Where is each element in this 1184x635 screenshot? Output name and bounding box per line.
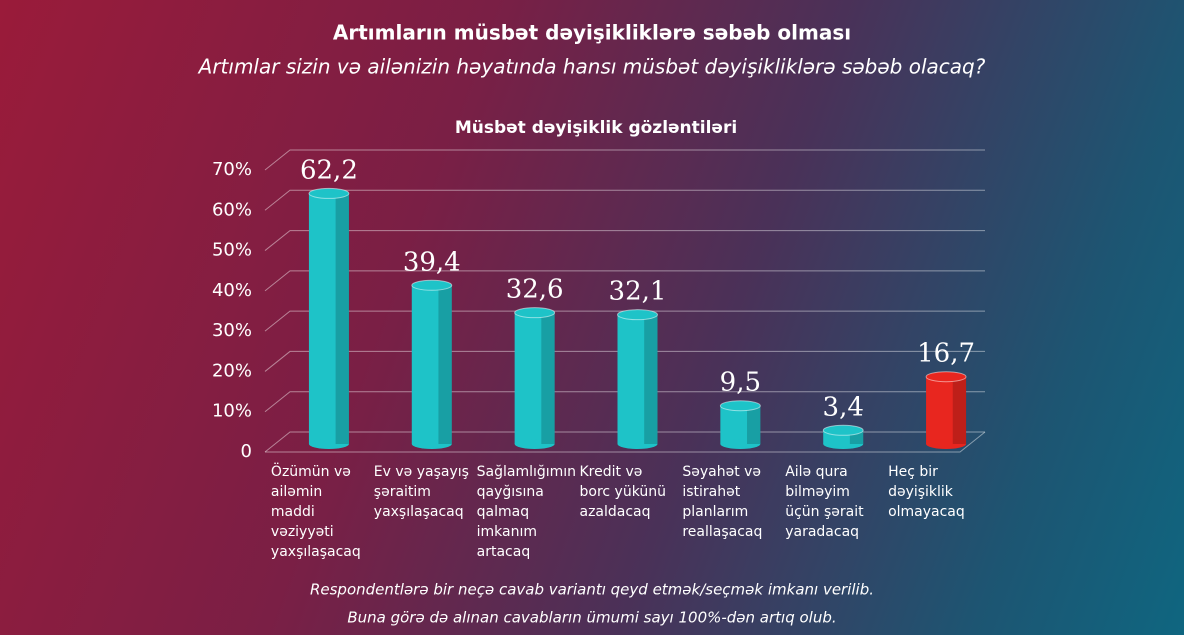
value-label: 39,4 [403, 247, 461, 277]
x-tick-label: Ev və yaşayış şəraitim yaxşılaşacaq [373, 464, 469, 520]
bar-shade [644, 314, 658, 444]
grid-line [264, 189, 985, 211]
bar [514, 307, 556, 449]
y-tick-label: 30% [212, 320, 252, 341]
y-tick-label: 40% [212, 280, 252, 301]
chart-title: Müsbət dəyişiklik gözləntiləri [455, 118, 737, 138]
value-label: 32,6 [506, 275, 564, 305]
bar-shade [747, 405, 761, 444]
bar-bottom [823, 439, 864, 449]
grid-line [264, 149, 985, 171]
bar-body [514, 312, 555, 444]
grid-line [264, 310, 985, 332]
bar-shade [438, 285, 452, 444]
bar-bottom [411, 439, 452, 449]
bar-body [308, 193, 349, 444]
grid-line [264, 270, 985, 292]
y-tick-label: 50% [212, 240, 252, 261]
bar-bottom [926, 439, 967, 449]
x-tick-label: Səyahət və istirahət planlarım reallaşac… [682, 464, 763, 540]
bar-top [514, 307, 556, 319]
grid-line [264, 230, 985, 251]
bar-body [720, 405, 761, 444]
bar-body [926, 376, 967, 444]
note: Buna görə də alınan cavabların ümumi say… [347, 609, 836, 627]
bar-body [411, 285, 452, 444]
bar [719, 400, 761, 449]
subtitle: Artımlar sizin və ailənizin həyatında ha… [197, 55, 986, 79]
bar-body [617, 314, 658, 444]
bar-bottom [720, 439, 761, 449]
x-tick-label: Heç bir dəyişiklik olmayacaq [888, 464, 965, 520]
bar-bottom [308, 439, 349, 449]
x-tick-label: Kredit və borc yükünü azaldacaq [579, 464, 667, 520]
value-label: 62,2 [300, 155, 358, 185]
bar-top [925, 371, 967, 383]
y-tick-label: 60% [212, 199, 252, 220]
x-tick-label: Özümün və ailəmin maddi vəziyyəti yaxşıl… [270, 464, 361, 560]
bar [308, 187, 350, 449]
value-label: 16,7 [917, 339, 975, 369]
grid-line [264, 350, 985, 372]
bar-bottom [617, 439, 658, 449]
bar [925, 371, 967, 449]
value-label: 3,4 [823, 392, 864, 422]
value-label: 9,5 [720, 368, 761, 398]
y-tick-label: 10% [212, 401, 252, 422]
bar-shade [335, 193, 349, 444]
bar-top [822, 424, 864, 436]
x-tick-label: Sağlamlığımın qayğısına qalmaq imkanım a… [476, 464, 577, 560]
bar [822, 424, 864, 449]
title: Artımların müsbət dəyişikliklərə səbəb o… [333, 21, 851, 45]
bar-top [411, 279, 453, 291]
note: Respondentlərə bir neçə cavab variantı q… [310, 581, 874, 599]
value-label: 32,1 [609, 277, 667, 307]
bar [617, 309, 658, 449]
bar-bottom [514, 439, 555, 449]
y-tick-label: 20% [212, 360, 252, 381]
bar-shade [541, 312, 555, 444]
bar-shade [952, 376, 967, 444]
y-tick-label: 0 [241, 441, 252, 462]
bar [411, 279, 453, 449]
bar-top [308, 187, 350, 199]
floor [265, 431, 986, 453]
x-tick-label: Ailə qura bilməyim üçün şərait yaradacaq [785, 464, 864, 540]
bar-top [617, 309, 658, 321]
grid-line [264, 391, 985, 413]
y-tick-label: 70% [212, 159, 252, 180]
bar-top [719, 400, 761, 412]
